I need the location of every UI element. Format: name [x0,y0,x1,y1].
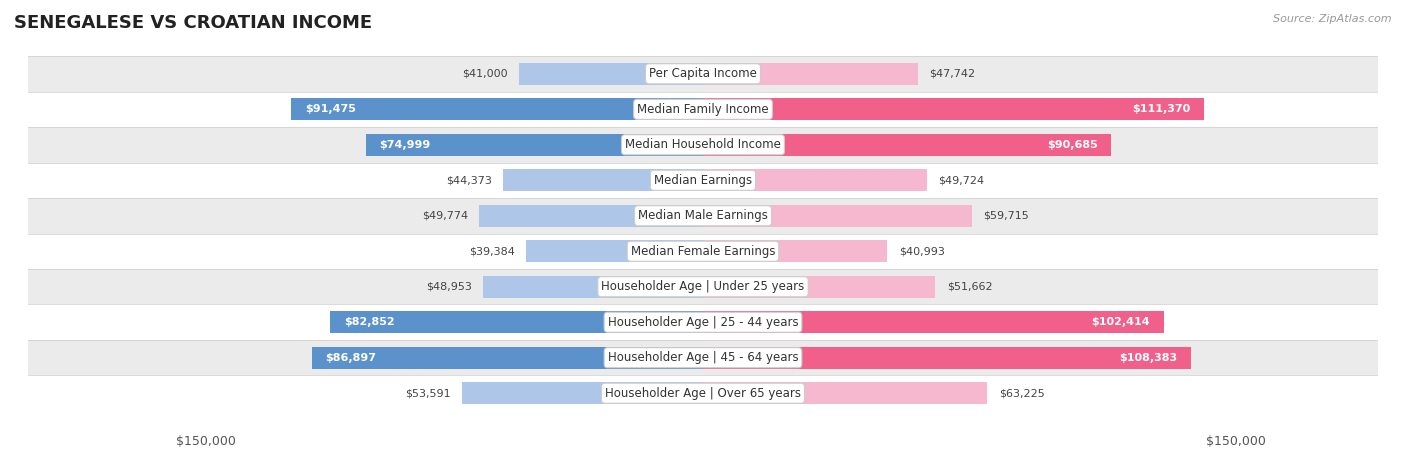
Bar [28,375,1378,411]
Text: $90,685: $90,685 [1046,140,1098,150]
Text: $59,715: $59,715 [983,211,1029,221]
Text: Per Capita Income: Per Capita Income [650,67,756,80]
Text: $102,414: $102,414 [1091,317,1150,327]
Bar [519,63,703,85]
Bar [526,240,703,262]
Text: $51,662: $51,662 [946,282,993,292]
Text: Median Earnings: Median Earnings [654,174,752,187]
Bar [28,269,1378,304]
Bar [703,276,935,298]
Bar [703,134,1111,156]
Text: $44,373: $44,373 [446,175,492,185]
Text: $41,000: $41,000 [461,69,508,79]
Text: Source: ZipAtlas.com: Source: ZipAtlas.com [1274,14,1392,24]
Bar [703,98,1204,120]
Text: $49,724: $49,724 [938,175,984,185]
Text: SENEGALESE VS CROATIAN INCOME: SENEGALESE VS CROATIAN INCOME [14,14,373,32]
Bar [479,205,703,227]
Bar [503,169,703,191]
Text: $74,999: $74,999 [380,140,430,150]
Text: $150,000: $150,000 [1205,435,1265,448]
Text: Householder Age | Under 25 years: Householder Age | Under 25 years [602,280,804,293]
Text: $47,742: $47,742 [929,69,976,79]
Text: Median Male Earnings: Median Male Earnings [638,209,768,222]
Bar [28,92,1378,127]
Text: $48,953: $48,953 [426,282,471,292]
Bar [28,163,1378,198]
Text: Householder Age | 45 - 64 years: Householder Age | 45 - 64 years [607,351,799,364]
Text: $39,384: $39,384 [468,246,515,256]
Text: $63,225: $63,225 [998,388,1045,398]
Text: Median Female Earnings: Median Female Earnings [631,245,775,258]
Bar [28,234,1378,269]
Bar [703,240,887,262]
Bar [28,198,1378,234]
Bar [28,340,1378,375]
Bar [330,311,703,333]
Bar [28,56,1378,92]
Bar [463,382,703,404]
Bar [291,98,703,120]
Bar [703,382,987,404]
Bar [703,63,918,85]
Bar [366,134,703,156]
Text: $111,370: $111,370 [1132,104,1191,114]
Bar [703,347,1191,369]
Bar [28,304,1378,340]
Text: $40,993: $40,993 [898,246,945,256]
Bar [703,311,1164,333]
Bar [28,127,1378,163]
Text: $53,591: $53,591 [405,388,451,398]
Text: Median Household Income: Median Household Income [626,138,780,151]
Text: $86,897: $86,897 [326,353,377,363]
Bar [703,169,927,191]
Bar [703,205,972,227]
Text: $91,475: $91,475 [305,104,356,114]
Text: $49,774: $49,774 [422,211,468,221]
Text: $150,000: $150,000 [176,435,236,448]
Bar [312,347,703,369]
Text: $108,383: $108,383 [1119,353,1177,363]
Bar [482,276,703,298]
Text: $82,852: $82,852 [343,317,394,327]
Text: Householder Age | Over 65 years: Householder Age | Over 65 years [605,387,801,400]
Text: Median Family Income: Median Family Income [637,103,769,116]
Text: Householder Age | 25 - 44 years: Householder Age | 25 - 44 years [607,316,799,329]
